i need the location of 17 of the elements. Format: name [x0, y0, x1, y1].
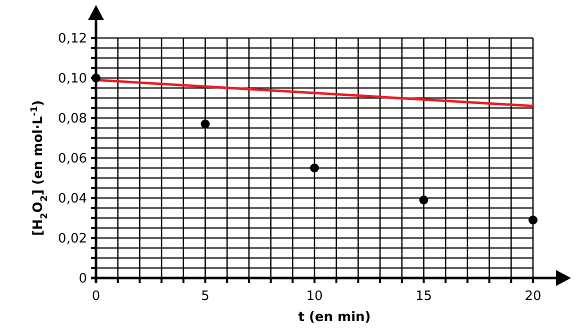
point: [419, 196, 428, 204]
x-tick-label: 0: [92, 289, 100, 304]
x-tick-label: 15: [415, 289, 432, 304]
x-tick-label: 20: [524, 289, 542, 304]
y-tick-label: 0: [78, 272, 87, 286]
x-tick-label: 10: [306, 289, 323, 304]
y-tick-label: 0,04: [58, 192, 87, 206]
point: [528, 216, 538, 224]
y-tick-label: 0,02: [58, 232, 87, 246]
point: [200, 120, 210, 128]
x-tick-label: 5: [201, 289, 210, 304]
point: [310, 164, 319, 172]
y-tick-label: 0,12: [58, 32, 87, 46]
y-tick-label: 0,08: [58, 112, 87, 126]
x-axis-title: t (en min): [298, 310, 371, 325]
y-tick-label: 0,06: [58, 152, 87, 166]
y-tick-label: 0,10: [58, 72, 87, 86]
